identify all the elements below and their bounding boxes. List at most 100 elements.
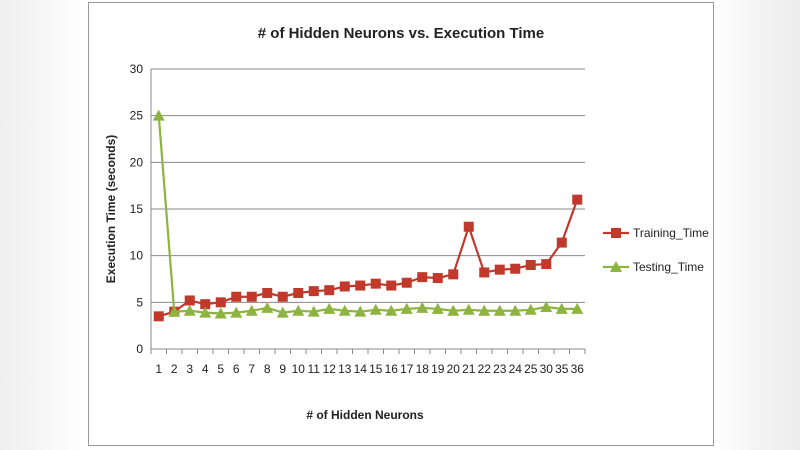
x-tick-label: 5	[217, 362, 224, 376]
training-time-point	[572, 194, 583, 205]
training-time-point	[324, 285, 335, 296]
y-tick-label: 0	[136, 342, 143, 356]
legend: Training_Time Testing_Time	[603, 226, 709, 274]
training-time-point	[448, 269, 459, 280]
training-time-point	[277, 291, 288, 302]
training-time-point	[355, 280, 366, 291]
training-time-point	[525, 260, 536, 270]
training-time-point	[494, 264, 505, 275]
x-tick-label: 22	[478, 362, 492, 376]
x-tick-label: 2	[171, 362, 178, 376]
training-time-point	[370, 278, 381, 289]
testing-time-point	[369, 303, 382, 315]
training-time-point	[417, 272, 428, 283]
x-tick-label: 16	[385, 362, 399, 376]
x-tick-label: 30	[540, 362, 554, 376]
training-time-point	[215, 297, 226, 308]
x-axis-title: # of Hidden Neurons	[306, 408, 424, 422]
training-time-point	[184, 295, 195, 306]
training-time-point	[339, 281, 350, 292]
testing-time-point	[214, 307, 227, 319]
testing-time-point	[509, 304, 522, 316]
testing-time-point	[307, 305, 320, 317]
training-time-point	[432, 273, 443, 284]
training-time-point	[153, 311, 164, 322]
testing-time-point	[400, 302, 413, 314]
training-time-point	[200, 299, 211, 310]
training-time-point	[463, 221, 474, 232]
testing-time-point	[478, 304, 491, 316]
y-axis-title: Execution Time (seconds)	[104, 135, 118, 283]
x-tick-label: 25	[524, 362, 538, 376]
testing-time-point	[462, 303, 475, 315]
x-tick-label: 1	[155, 362, 162, 376]
y-tick-label: 25	[130, 109, 144, 123]
x-tick-label: 36	[571, 362, 585, 376]
legend-training-time-label: Training_Time	[633, 226, 709, 240]
training-time-point	[510, 263, 521, 274]
x-tick-label: 15	[369, 362, 383, 376]
training-time-point	[386, 280, 397, 291]
x-tick-label: 11	[308, 362, 321, 376]
testing-time-point	[354, 305, 367, 317]
x-tick-label: 20	[447, 362, 461, 376]
x-tick-label: 12	[323, 362, 337, 376]
y-tick-label: 15	[130, 202, 144, 216]
training-time-point	[246, 291, 257, 302]
chart-area: # of Hidden Neurons vs. Execution Time 0…	[88, 2, 714, 446]
testing-time-point	[152, 109, 165, 121]
testing-time-point	[338, 304, 351, 316]
testing-time-point	[416, 301, 429, 313]
testing-time-point	[168, 305, 181, 317]
testing-time-point	[385, 304, 398, 316]
y-tick-label: 30	[130, 62, 144, 76]
testing-time-point	[292, 304, 305, 316]
testing-time-point	[447, 304, 460, 316]
legend-testing-time-label: Testing_Time	[633, 260, 704, 274]
testing-time-point	[493, 304, 506, 316]
training-time-point	[556, 237, 567, 248]
testing-time-point	[261, 301, 274, 313]
x-tick-label: 9	[279, 362, 286, 376]
x-tick-label: 23	[493, 362, 507, 376]
x-tick-label: 6	[233, 362, 240, 376]
x-tick-label: 24	[509, 362, 523, 376]
x-tick-label: 3	[186, 362, 193, 376]
x-tick-label: 8	[264, 362, 271, 376]
testing-time-point	[555, 302, 568, 314]
y-tick-label: 20	[130, 155, 144, 169]
testing-time-point	[540, 301, 553, 312]
series-group	[152, 109, 584, 322]
testing-time-point	[276, 306, 289, 318]
x-tick-label: 10	[292, 362, 306, 376]
x-tick-label: 35	[555, 362, 569, 376]
training-time-point	[541, 259, 552, 270]
x-tick-label: 7	[248, 362, 255, 376]
testing-time-point	[524, 303, 537, 315]
testing-time-point	[230, 306, 243, 318]
testing-time-point	[571, 302, 584, 314]
training-time-point	[293, 288, 304, 298]
testing-time-point	[431, 302, 444, 314]
x-tick-label: 14	[354, 362, 368, 376]
x-tick-label: 21	[462, 362, 476, 376]
y-tick-label: 5	[136, 295, 143, 309]
chart-title: # of Hidden Neurons vs. Execution Time	[258, 25, 544, 42]
testing-time-line	[157, 115, 578, 315]
x-tick-label: 19	[431, 362, 445, 376]
legend-training-time-marker	[611, 228, 621, 238]
x-tick-label: 18	[416, 362, 430, 376]
training-time-point	[262, 288, 273, 298]
testing-time-point	[199, 306, 212, 318]
training-time-point	[231, 291, 242, 302]
y-tick-label: 10	[130, 249, 144, 263]
training-time-point	[401, 277, 412, 288]
training-time-point	[479, 267, 490, 278]
legend-testing-time-marker	[610, 261, 622, 272]
x-tick-label: 13	[338, 362, 352, 376]
training-time-point	[308, 286, 319, 297]
testing-time-point	[183, 304, 196, 316]
line-chart: # of Hidden Neurons vs. Execution Time 0…	[104, 25, 709, 422]
testing-time-point	[245, 304, 258, 316]
x-tick-label: 17	[400, 362, 414, 376]
